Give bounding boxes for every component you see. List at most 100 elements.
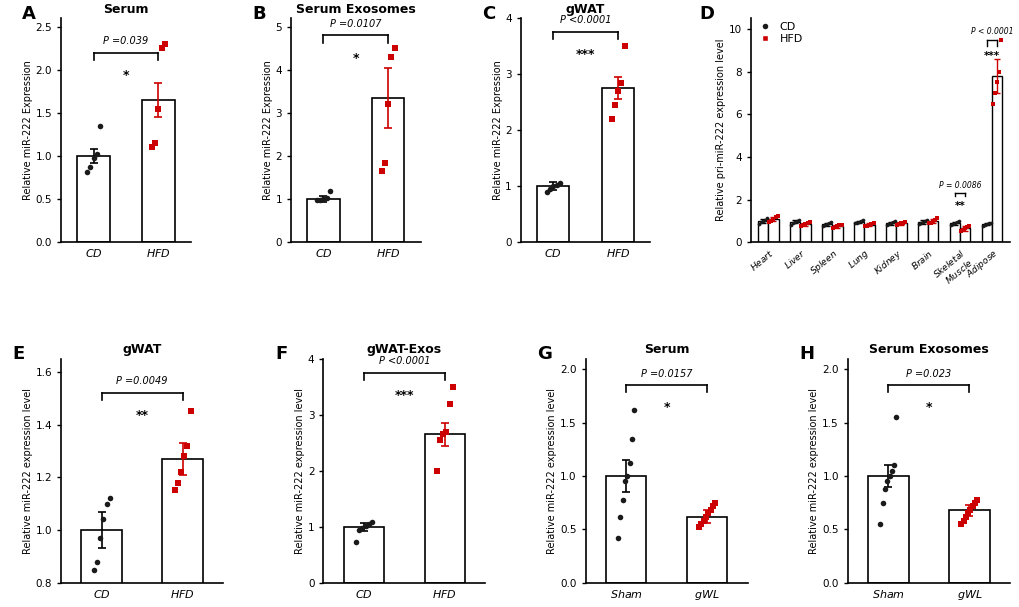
Point <box>882 466 899 475</box>
Text: *: * <box>353 52 359 65</box>
Point <box>948 217 964 227</box>
Point <box>153 44 169 53</box>
Text: **: ** <box>954 201 965 211</box>
Point <box>976 220 993 229</box>
Point <box>616 476 633 486</box>
Point <box>704 501 720 510</box>
Bar <box>896 223 906 242</box>
Text: *: * <box>662 401 669 414</box>
Text: C: C <box>482 5 495 23</box>
Point <box>830 220 847 230</box>
Point <box>83 163 99 172</box>
Point <box>828 222 845 231</box>
Point <box>912 218 928 228</box>
Point <box>964 501 980 510</box>
Point <box>619 471 635 481</box>
Point <box>897 217 913 227</box>
Bar <box>790 222 800 242</box>
Point <box>699 509 715 518</box>
Legend: CD, HFD: CD, HFD <box>753 21 802 44</box>
Point <box>383 52 399 62</box>
Point <box>791 215 807 225</box>
Point <box>952 519 968 529</box>
Point <box>752 217 768 227</box>
Bar <box>537 186 569 242</box>
Text: F: F <box>274 345 286 363</box>
Point <box>799 219 815 228</box>
Point <box>889 220 905 230</box>
Point <box>766 212 783 222</box>
Point <box>182 407 199 416</box>
Point <box>882 218 899 228</box>
Bar <box>959 228 969 242</box>
Point <box>764 214 781 223</box>
Bar <box>800 224 810 242</box>
Point <box>435 430 451 439</box>
Point <box>850 217 866 227</box>
Point <box>822 217 839 227</box>
Point <box>787 217 803 227</box>
Point <box>984 99 1001 109</box>
Point <box>621 458 637 468</box>
Point <box>888 413 904 422</box>
Point <box>961 505 977 515</box>
Text: A: A <box>22 5 37 23</box>
Point <box>824 223 841 233</box>
Bar <box>757 221 767 242</box>
Point <box>750 219 766 229</box>
Point <box>980 219 997 228</box>
Point <box>944 219 960 229</box>
Point <box>884 217 901 227</box>
Point <box>754 216 770 226</box>
Point <box>950 217 966 226</box>
Text: P =0.039: P =0.039 <box>103 36 149 46</box>
Point <box>891 219 907 229</box>
Point <box>762 216 779 226</box>
Point <box>768 211 785 221</box>
Point <box>974 221 990 231</box>
Point <box>376 158 392 168</box>
Point <box>144 143 160 152</box>
Point <box>693 519 709 529</box>
Bar <box>917 222 927 242</box>
Y-axis label: Relative pri-miR-222 expression level: Relative pri-miR-222 expression level <box>715 39 726 222</box>
Point <box>169 478 185 487</box>
Point <box>612 78 629 87</box>
Point <box>179 441 196 450</box>
Point <box>361 519 377 529</box>
Point <box>860 220 876 229</box>
Title: Serum: Serum <box>643 343 689 356</box>
Y-axis label: Relative miR-222 expression level: Relative miR-222 expression level <box>547 388 556 554</box>
Text: P = 0.0086: P = 0.0086 <box>938 181 980 190</box>
Text: *: * <box>122 69 129 81</box>
Point <box>895 218 911 228</box>
Point <box>893 219 909 228</box>
Point <box>858 221 874 231</box>
Point <box>92 533 108 543</box>
Bar <box>77 156 110 242</box>
Bar <box>162 459 203 607</box>
Text: P =0.0107: P =0.0107 <box>330 19 381 29</box>
Text: P =0.0049: P =0.0049 <box>116 376 168 386</box>
Point <box>993 35 1009 44</box>
Point <box>922 218 938 228</box>
Point <box>880 219 897 229</box>
Point <box>538 187 554 197</box>
Point <box>441 399 458 409</box>
Point <box>347 538 364 548</box>
Point <box>86 565 102 574</box>
Point <box>386 44 403 53</box>
Point <box>309 195 325 205</box>
Point <box>697 512 713 521</box>
Point <box>873 498 890 507</box>
Point <box>615 41 632 51</box>
Point <box>603 114 620 124</box>
Point <box>852 217 868 226</box>
Text: H: H <box>799 345 813 363</box>
Point <box>960 221 976 231</box>
Point <box>910 219 926 229</box>
Point <box>818 219 835 229</box>
Point <box>548 180 565 190</box>
Point <box>928 213 945 223</box>
Title: gWAT-Exos: gWAT-Exos <box>367 343 441 356</box>
